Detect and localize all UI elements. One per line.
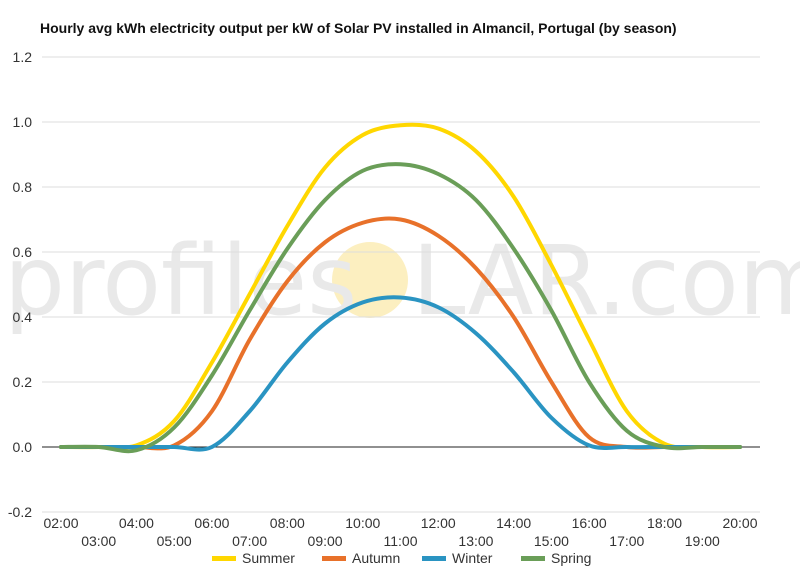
x-tick-label: 18:00 (647, 515, 682, 531)
x-tick-label: 17:00 (609, 533, 644, 549)
legend-swatch-spring (521, 556, 545, 561)
legend: Summer Autumn Winter Spring (212, 550, 591, 566)
legend-label-autumn: Autumn (352, 550, 400, 566)
watermark-right-text: LAR.com (412, 225, 800, 337)
x-tick-label: 09:00 (308, 533, 343, 549)
series-lines (59, 122, 742, 454)
series-line-summer (59, 122, 742, 450)
x-tick-label: 13:00 (458, 533, 493, 549)
watermark-left-text: profiles (4, 225, 357, 337)
x-tick-label: 07:00 (232, 533, 267, 549)
y-tick-label: 0.4 (13, 309, 33, 325)
legend-label-summer: Summer (242, 550, 295, 566)
x-tick-label: 19:00 (685, 533, 720, 549)
x-tick-label: 14:00 (496, 515, 531, 531)
series-line-winter (59, 295, 742, 452)
x-tick-label: 10:00 (345, 515, 380, 531)
legend-label-winter: Winter (452, 550, 493, 566)
y-tick-label: 0.8 (13, 179, 33, 195)
y-tick-label: 1.0 (13, 114, 33, 130)
y-tick-label: 0.2 (13, 374, 33, 390)
x-tick-label: 12:00 (421, 515, 456, 531)
gridlines (42, 56, 760, 513)
legend-label-spring: Spring (551, 550, 591, 566)
x-tick-label: 02:00 (43, 515, 78, 531)
x-tick-label: 16:00 (572, 515, 607, 531)
x-tick-label: 20:00 (722, 515, 757, 531)
series-line-spring (59, 162, 742, 454)
x-tick-label: 04:00 (119, 515, 154, 531)
y-tick-label: 0.0 (13, 439, 33, 455)
legend-swatch-winter (422, 556, 446, 561)
x-tick-label: 06:00 (194, 515, 229, 531)
y-axis-ticks: -0.2 0.0 0.2 0.4 0.6 0.8 1.0 1.2 (8, 49, 32, 520)
y-tick-label: -0.2 (8, 504, 32, 520)
y-tick-label: 0.6 (13, 244, 33, 260)
x-tick-label: 11:00 (384, 533, 418, 549)
watermark: profiles LAR.com (4, 225, 800, 337)
chart-title: Hourly avg kWh electricity output per kW… (40, 20, 677, 36)
x-tick-label: 08:00 (270, 515, 305, 531)
legend-swatch-autumn (322, 556, 346, 561)
x-tick-label: 03:00 (81, 533, 116, 549)
y-tick-label: 1.2 (13, 49, 33, 65)
legend-swatch-summer (212, 556, 236, 561)
x-tick-label: 15:00 (534, 533, 569, 549)
x-tick-label: 05:00 (157, 533, 192, 549)
x-axis-ticks: 02:0003:0004:0005:0006:0007:0008:0009:00… (43, 515, 757, 549)
